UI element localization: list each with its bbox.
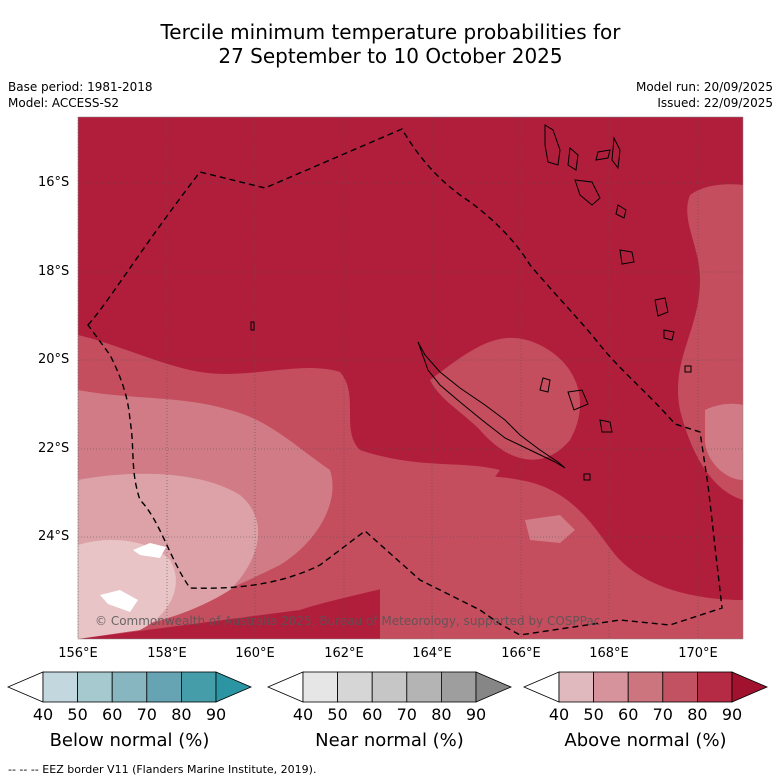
- vanuatu-island: [611, 136, 621, 170]
- colorbar-segment: [697, 671, 733, 703]
- lon-label-168e: 168°E: [589, 646, 629, 661]
- lat-label-16s: 16°S: [38, 175, 70, 190]
- metadata-right: Model run: 20/09/2025 Issued: 22/09/2025: [636, 79, 773, 111]
- eez-border: [87, 128, 723, 636]
- colorbar-max-extend: [731, 671, 769, 703]
- region-70-80: [430, 337, 580, 460]
- colorbar-tick-label: 40: [292, 705, 314, 724]
- vanuatu-island: [544, 124, 561, 166]
- small-island: [684, 365, 692, 373]
- loyalty-island: [599, 419, 613, 433]
- colorbar-tick-label: 80: [171, 705, 192, 724]
- lon-label-156e: 156°E: [58, 646, 98, 661]
- eez-legend-text: -- -- -- EEZ border V11 (Flanders Marine…: [8, 763, 317, 776]
- loyalty-island: [539, 377, 551, 393]
- colorbar-title: Above normal (%): [564, 730, 727, 751]
- coastlines: [250, 124, 692, 481]
- model-run-text: Model run: 20/09/2025: [635, 80, 773, 94]
- colorbar-segment: [77, 671, 113, 703]
- colorbar-title: Below normal (%): [49, 730, 210, 751]
- colorbar-segment: [558, 671, 594, 703]
- lat-label-20s: 20°S: [38, 352, 70, 367]
- colorbar-min-extend: [6, 671, 44, 703]
- colorbar-tick-label: 40: [548, 705, 570, 724]
- vanuatu-island: [663, 329, 675, 341]
- loyalty-island: [567, 389, 589, 411]
- colorbar-tick-label: 90: [205, 705, 227, 724]
- lat-label-18s: 18°S: [38, 264, 70, 279]
- colorbar-segment: [406, 671, 442, 703]
- colorbar-tick-label: 80: [687, 705, 708, 724]
- metadata-left: Base period: 1981-2018 Model: ACCESS-S2: [8, 79, 153, 111]
- colorbar-tick-label: 60: [102, 705, 123, 724]
- colorbar-segment: [440, 671, 477, 703]
- colorbars: [6, 671, 769, 703]
- copyright-notice: © Commonwealth of Australia 2025, Bureau…: [95, 614, 601, 628]
- vanuatu-island: [654, 297, 669, 317]
- colorbar-tick-label: 80: [431, 705, 452, 724]
- vanuatu-island: [619, 249, 635, 265]
- colorbar-tick-label: 70: [396, 705, 417, 724]
- colorbar-tick-label: 70: [136, 705, 157, 724]
- map-frame: [77, 116, 744, 640]
- colorbar-segment: [111, 671, 148, 703]
- base-period-text: Base period: 1981-2018: [8, 80, 153, 94]
- colorbar-tick-label: 50: [583, 705, 604, 724]
- colorbar-tick-label: 60: [618, 705, 639, 724]
- new-caledonia-island: [417, 341, 566, 469]
- colorbar-title: Near normal (%): [315, 730, 464, 751]
- region-below-40: [133, 543, 166, 558]
- colorbar-tick-label: 60: [362, 705, 383, 724]
- region-40-50: [78, 540, 176, 639]
- small-island: [583, 473, 591, 481]
- lat-label-24s: 24°S: [38, 529, 70, 544]
- colorbar-tick-label: 90: [465, 705, 487, 724]
- colorbar-segment: [627, 671, 664, 703]
- colorbar-min-extend: [266, 671, 304, 703]
- colorbar-segment: [302, 671, 338, 703]
- probability-field: [78, 117, 743, 639]
- model-text: Model: ACCESS-S2: [8, 96, 120, 110]
- vanuatu-island: [615, 204, 627, 219]
- issued-text: Issued: 22/09/2025: [657, 96, 773, 110]
- colorbar-segment: [371, 671, 408, 703]
- vanuatu-island: [574, 179, 601, 206]
- vanuatu-island: [595, 149, 611, 161]
- colorbar-segment: [593, 671, 629, 703]
- region-70-80: [380, 476, 743, 639]
- colorbar-tick-label: 90: [721, 705, 743, 724]
- region-60-70: [705, 403, 743, 480]
- colorbar-max-extend: [475, 671, 513, 703]
- colorbar-segment: [662, 671, 698, 703]
- colorbar-min-extend: [522, 671, 560, 703]
- vanuatu-island: [567, 146, 579, 171]
- chart-title-line-2: 27 September to 10 October 2025: [218, 44, 563, 68]
- small-island: [250, 321, 255, 331]
- lon-label-164e: 164°E: [412, 646, 452, 661]
- lon-label-170e: 170°E: [678, 646, 718, 661]
- colorbar-tick-label: 40: [32, 705, 54, 724]
- lat-label-22s: 22°S: [38, 441, 70, 456]
- region-60-70: [525, 515, 575, 543]
- lon-label-160e: 160°E: [235, 646, 275, 661]
- chart-title-line-1: Tercile minimum temperature probabilitie…: [160, 20, 621, 44]
- colorbar-segment: [146, 671, 182, 703]
- lon-label-162e: 162°E: [324, 646, 364, 661]
- colorbar-tick-label: 50: [67, 705, 88, 724]
- colorbar-tick-label: 50: [327, 705, 348, 724]
- lon-label-166e: 166°E: [501, 646, 541, 661]
- colorbar-tick-label: 70: [652, 705, 673, 724]
- region-below-40: [100, 590, 138, 612]
- colorbar-segment: [180, 671, 217, 703]
- colorbar-segment: [337, 671, 373, 703]
- colorbar-segment: [42, 671, 78, 703]
- lon-label-158e: 158°E: [147, 646, 187, 661]
- colorbar-max-extend: [215, 671, 253, 703]
